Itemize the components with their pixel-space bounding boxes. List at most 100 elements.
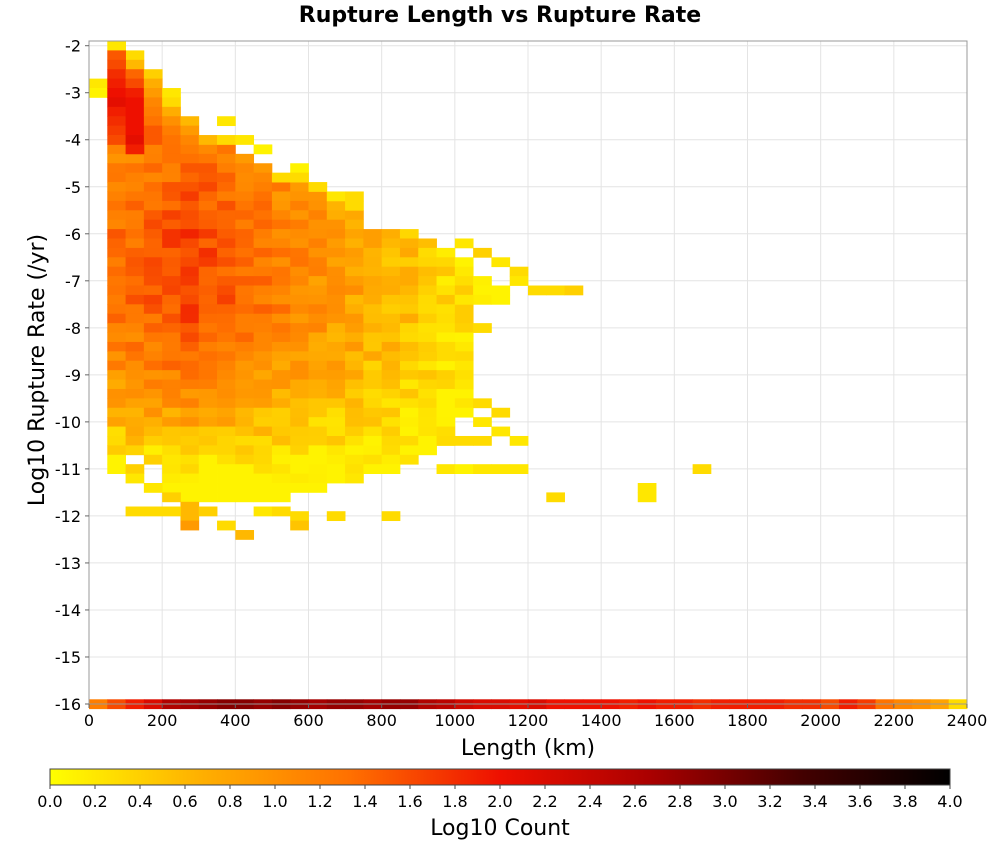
heatmap-cell — [143, 69, 163, 80]
heatmap-cell — [271, 454, 291, 465]
heatmap-cell — [271, 492, 291, 503]
heatmap-cell — [418, 257, 437, 268]
heatmap-cell — [107, 332, 126, 343]
heatmap-cell — [345, 417, 364, 427]
heatmap-cell — [418, 294, 437, 305]
heatmap-cell — [473, 276, 492, 286]
heatmap-cell — [253, 492, 273, 503]
heatmap-cell — [217, 304, 236, 315]
heatmap-cell — [271, 229, 291, 239]
y-tick-label: -4 — [65, 131, 81, 150]
heatmap-cell — [162, 182, 181, 192]
heatmap-cell — [198, 351, 218, 362]
heatmap-cell — [125, 247, 145, 258]
heatmap-cell — [326, 332, 346, 343]
heatmap-cell — [399, 238, 419, 249]
heatmap-cell — [290, 435, 309, 446]
heatmap-cell — [381, 341, 401, 352]
heatmap-cell — [107, 351, 126, 362]
heatmap-cell — [107, 341, 126, 352]
heatmap-cell — [107, 445, 126, 456]
heatmap-cell — [436, 407, 456, 418]
heatmap-cell — [107, 69, 126, 80]
heatmap-cell — [198, 294, 218, 305]
heatmap-cell — [198, 379, 218, 390]
heatmap-cell — [125, 116, 145, 127]
x-tick-label: 1000 — [434, 711, 475, 730]
heatmap-cell — [143, 88, 163, 98]
heatmap-cell — [180, 473, 200, 484]
heatmap-cell — [454, 266, 474, 277]
heatmap-cell — [345, 276, 364, 286]
heatmap-cell — [162, 163, 181, 174]
heatmap-cell — [363, 407, 383, 418]
colorbar-tick-label: 2.0 — [487, 792, 512, 811]
heatmap-cell — [509, 276, 529, 286]
heatmap-cell — [509, 266, 529, 277]
heatmap-cell — [399, 417, 419, 427]
heatmap-cell — [198, 219, 218, 230]
heatmap-cell — [125, 266, 145, 277]
heatmap-cell — [253, 191, 273, 202]
colorbar-tick-label: 0.0 — [37, 792, 62, 811]
heatmap-cell — [290, 388, 309, 399]
heatmap-cell — [253, 332, 273, 343]
colorbar-tick-label: 0.6 — [172, 792, 197, 811]
heatmap-cell — [473, 435, 492, 446]
heatmap-cell — [198, 172, 218, 183]
heatmap-cell — [107, 219, 126, 230]
heatmap-cell — [363, 266, 383, 277]
heatmap-cell — [235, 398, 255, 409]
heatmap-cell — [454, 360, 474, 371]
heatmap-cell — [436, 304, 456, 315]
heatmap-cell — [235, 473, 255, 484]
heatmap-cell — [235, 163, 255, 174]
heatmap-cell — [217, 116, 236, 127]
heatmap-cell — [162, 388, 181, 399]
heatmap-cell — [162, 219, 181, 230]
heatmap-cell — [308, 332, 328, 343]
heatmap-cell — [235, 492, 255, 503]
heatmap-cell — [253, 445, 273, 456]
heatmap-cell — [143, 435, 163, 446]
heatmap-cell — [399, 276, 419, 286]
heatmap-cell — [308, 454, 328, 465]
heatmap-cell — [217, 332, 236, 343]
heatmap-cell — [217, 454, 236, 465]
heatmap-cell — [198, 483, 218, 493]
heatmap-cell — [454, 294, 474, 305]
heatmap-cell — [399, 370, 419, 380]
heatmap-cell — [326, 257, 346, 268]
heatmap-cell — [454, 238, 474, 249]
heatmap-cell — [107, 191, 126, 202]
heatmap-cell — [253, 464, 273, 474]
heatmap-cell — [418, 417, 437, 427]
heatmap-cell — [162, 454, 181, 465]
heatmap-cell — [363, 360, 383, 371]
heatmap-cell — [473, 323, 492, 333]
x-tick-label: 200 — [147, 711, 178, 730]
heatmap-cell — [125, 417, 145, 427]
heatmap-cell — [271, 294, 291, 305]
heatmap-cell — [180, 247, 200, 258]
heatmap-cell — [454, 388, 474, 399]
heatmap-cell — [253, 506, 273, 517]
heatmap-cell — [436, 388, 456, 399]
heatmap-cell — [436, 426, 456, 437]
x-tick-label: 1400 — [581, 711, 622, 730]
heatmap-cell — [363, 323, 383, 333]
heatmap-cell — [125, 172, 145, 183]
heatmap-cell — [308, 304, 328, 315]
heatmap-cell — [180, 172, 200, 183]
heatmap-cell — [217, 492, 236, 503]
heatmap-cell — [253, 454, 273, 465]
heatmap-cell — [345, 341, 364, 352]
y-tick-label: -3 — [65, 84, 81, 103]
heatmap-cell — [217, 473, 236, 484]
heatmap-cell — [271, 191, 291, 202]
heatmap-cell — [162, 144, 181, 155]
heatmap-cell — [217, 360, 236, 371]
heatmap-cell — [198, 370, 218, 380]
heatmap-cell — [217, 417, 236, 427]
heatmap-cell — [564, 285, 584, 296]
